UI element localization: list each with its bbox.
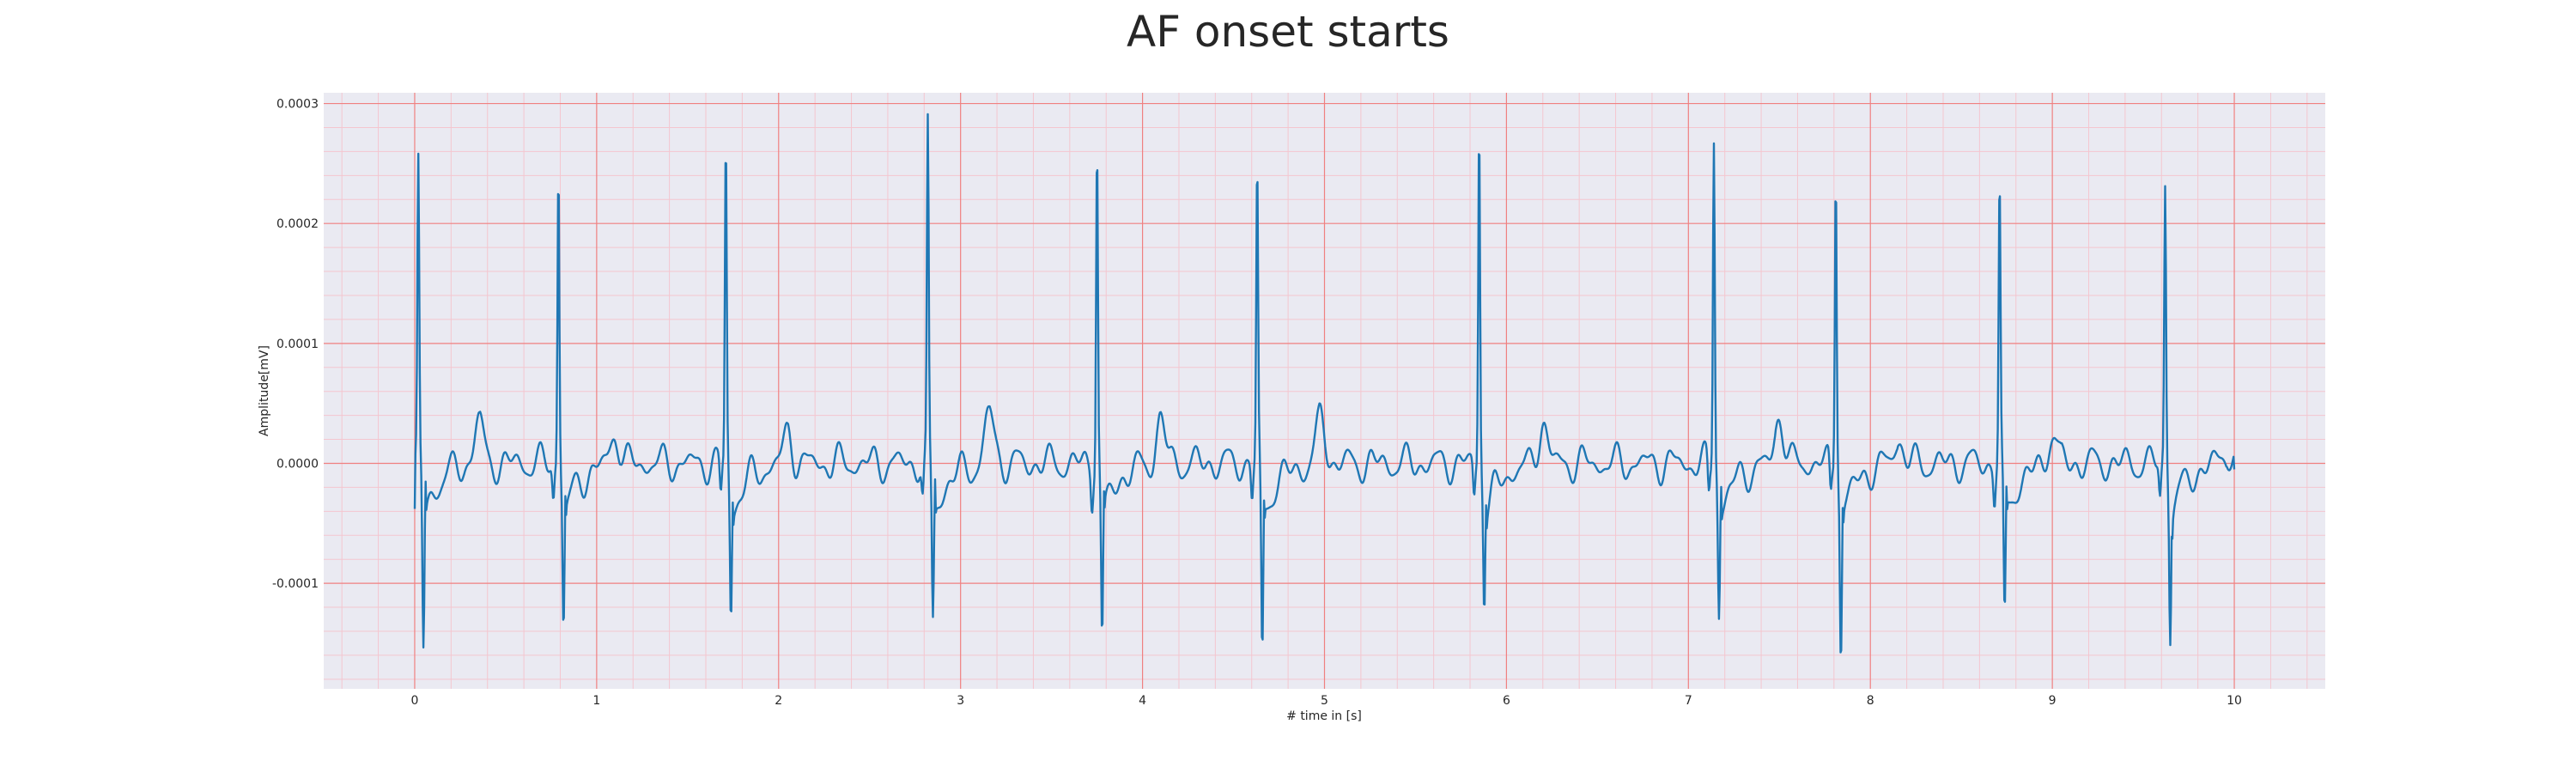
x-tick-label: 1 <box>592 694 600 708</box>
x-tick-label: 7 <box>1685 694 1692 708</box>
ecg-signal-line <box>413 113 2236 654</box>
x-tick-label: 0 <box>410 694 418 708</box>
major-grid <box>324 93 2325 689</box>
y-tick-label: -0.0001 <box>272 577 319 591</box>
y-tick-label: 0.0000 <box>276 457 319 471</box>
x-tick-label: 3 <box>957 694 964 708</box>
y-tick-label: 0.0001 <box>276 338 319 351</box>
y-axis-label: Amplitude[mV] <box>258 345 271 436</box>
x-tick-label: 2 <box>775 694 782 708</box>
x-tick-label: 6 <box>1503 694 1510 708</box>
y-tick-label: 0.0003 <box>276 98 319 112</box>
x-axis-label: # time in [s] <box>1286 709 1362 723</box>
x-tick-label: 5 <box>1321 694 1328 708</box>
x-tick-label: 9 <box>2049 694 2057 708</box>
x-tick-label: 10 <box>2227 694 2242 708</box>
chart-title: AF onset starts <box>1127 7 1449 57</box>
x-tick-label: 4 <box>1139 694 1146 708</box>
x-axis-ticks: 0 1 2 3 4 5 6 7 8 9 10 <box>410 694 2241 708</box>
y-tick-label: 0.0002 <box>276 217 319 231</box>
y-axis-ticks: -0.0001 0.0000 0.0001 0.0002 0.0003 <box>272 98 319 592</box>
x-tick-label: 8 <box>1867 694 1874 708</box>
